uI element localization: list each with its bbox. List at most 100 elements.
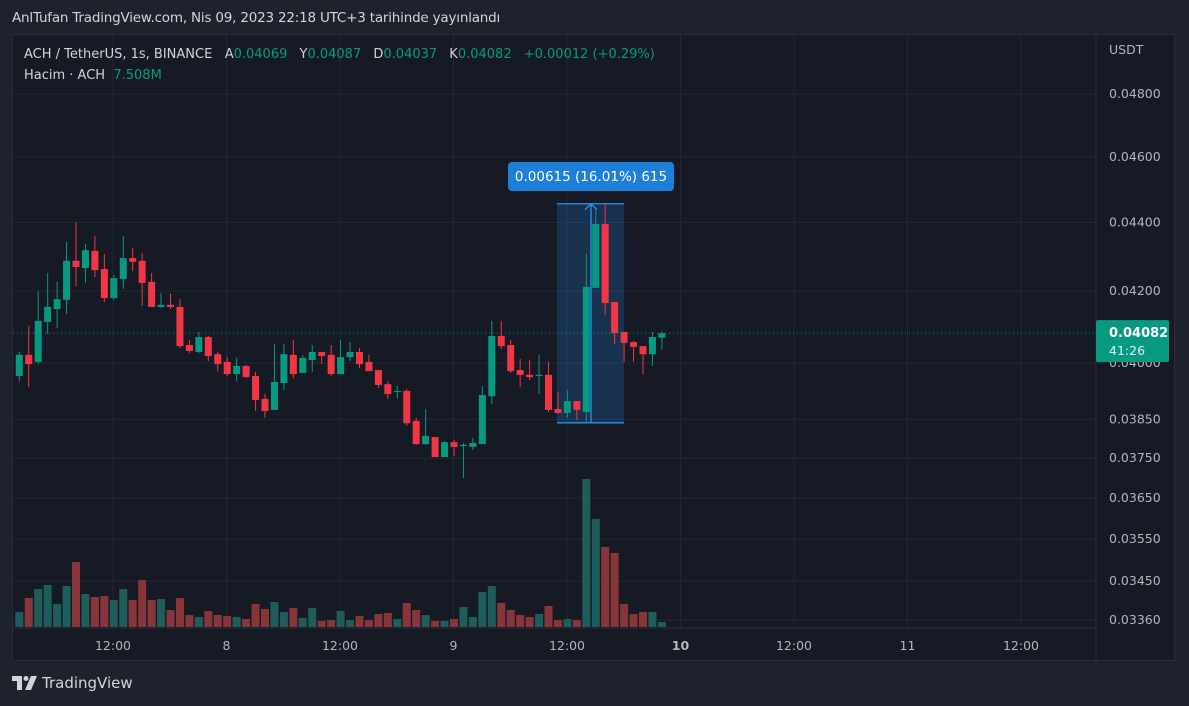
candle-body (441, 442, 449, 458)
candle[interactable] (157, 292, 165, 308)
volume-bar (147, 600, 156, 627)
candle[interactable] (365, 354, 373, 372)
time-tick: 12:00 (549, 638, 585, 653)
candle[interactable] (337, 339, 345, 375)
candle-body (526, 374, 534, 378)
candle-body (658, 333, 666, 338)
candle[interactable] (526, 360, 534, 381)
candle[interactable] (223, 357, 231, 376)
time-tick: 9 (450, 638, 458, 653)
volume-bar (204, 611, 213, 627)
volume-bar (553, 620, 562, 627)
candle[interactable] (25, 325, 33, 388)
candle[interactable] (601, 203, 609, 316)
candle-body (129, 258, 137, 262)
candle[interactable] (110, 274, 118, 300)
candle[interactable] (611, 301, 619, 344)
candle[interactable] (63, 241, 71, 315)
candle[interactable] (545, 361, 552, 413)
candle[interactable] (34, 291, 42, 365)
candle[interactable] (516, 358, 524, 388)
candle[interactable] (167, 293, 174, 310)
volume-bar (620, 604, 629, 627)
candle-body (356, 351, 363, 365)
candle[interactable] (459, 442, 467, 478)
volume-bar (138, 580, 147, 627)
candle[interactable] (72, 222, 80, 287)
candle[interactable] (327, 345, 335, 376)
candle[interactable] (658, 331, 666, 350)
candle[interactable] (450, 439, 458, 456)
candle[interactable] (412, 417, 420, 445)
candle[interactable] (422, 409, 430, 445)
candle[interactable] (129, 248, 137, 272)
candle[interactable] (573, 401, 581, 421)
candle[interactable] (261, 393, 269, 418)
candle[interactable] (563, 390, 571, 418)
volume-bar (213, 615, 222, 627)
candle-body (459, 444, 467, 447)
candle[interactable] (403, 389, 411, 426)
candle[interactable] (488, 320, 496, 405)
candle[interactable] (185, 339, 193, 354)
candle[interactable] (441, 440, 449, 458)
candle[interactable] (582, 253, 590, 423)
candle[interactable] (148, 272, 156, 307)
candle[interactable] (507, 339, 515, 373)
candle[interactable] (469, 437, 477, 450)
candle[interactable] (204, 335, 212, 362)
candle[interactable] (15, 351, 23, 382)
candle[interactable] (176, 299, 184, 348)
candle[interactable] (393, 386, 401, 399)
time-axis[interactable]: 12:00 8 12:00 9 12:00 10 12:00 11 12:00 (95, 638, 1039, 653)
candle-body (242, 365, 250, 378)
candle-body (308, 351, 316, 361)
candle[interactable] (299, 354, 307, 373)
symbol-title[interactable]: ACH / TetherUS, 1s, BINANCE (24, 47, 213, 62)
volume-bar (535, 614, 544, 627)
candle[interactable] (374, 370, 382, 388)
candle[interactable] (497, 320, 505, 350)
candle[interactable] (119, 235, 127, 289)
candle-body (412, 420, 420, 445)
currency-unit[interactable]: USDT (1109, 42, 1144, 57)
candle[interactable] (270, 343, 278, 410)
candle[interactable] (44, 272, 52, 335)
tradingview-logo[interactable]: TradingView (12, 674, 133, 692)
candle[interactable] (252, 371, 260, 411)
candle[interactable] (214, 351, 222, 372)
candle[interactable] (554, 392, 562, 415)
candle[interactable] (431, 437, 439, 458)
candle-body (545, 374, 552, 410)
candle[interactable] (592, 210, 600, 288)
candle[interactable] (289, 339, 297, 379)
candle[interactable] (384, 381, 392, 399)
grid-lines (13, 35, 1096, 629)
candle[interactable] (346, 342, 354, 362)
volume-label[interactable]: Hacim · ACH (24, 68, 106, 83)
volume-bar (157, 599, 166, 627)
candle[interactable] (630, 341, 638, 362)
candle[interactable] (478, 386, 486, 445)
candle[interactable] (308, 345, 316, 372)
volume-bar (298, 618, 307, 627)
candle[interactable] (639, 346, 647, 375)
candle[interactable] (356, 347, 363, 369)
candle[interactable] (620, 331, 628, 362)
candle[interactable] (138, 252, 146, 306)
candle[interactable] (280, 343, 288, 391)
candle[interactable] (233, 357, 241, 382)
candle[interactable] (242, 364, 250, 379)
candle[interactable] (100, 253, 108, 302)
candle[interactable] (91, 235, 99, 278)
candle[interactable] (318, 351, 326, 365)
candle-body (592, 224, 600, 288)
candle[interactable] (81, 244, 89, 283)
candle[interactable] (53, 281, 61, 329)
price-tick: 0.03450 (1109, 573, 1161, 588)
candle[interactable] (195, 331, 203, 354)
candle[interactable] (535, 354, 543, 394)
price-axis[interactable]: 0.048000.046000.044000.042000.040000.038… (1109, 86, 1161, 627)
candle[interactable] (648, 331, 656, 366)
